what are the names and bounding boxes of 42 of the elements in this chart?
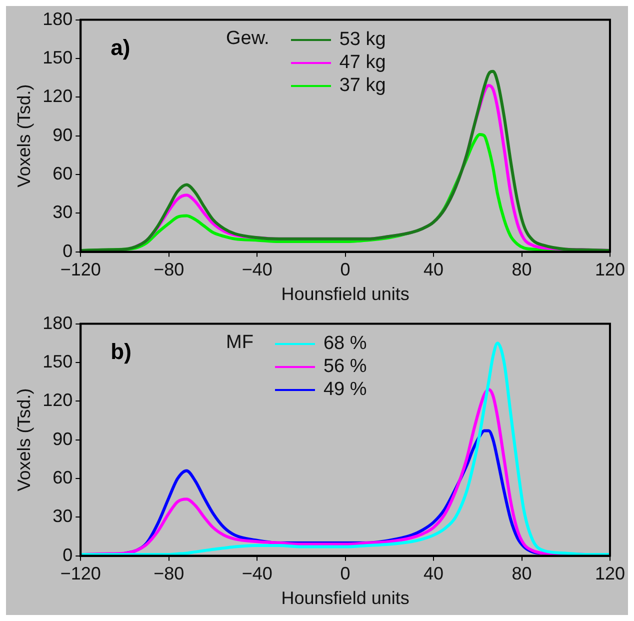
legend-label: 47 kg <box>339 52 386 74</box>
x-tick-label: 0 <box>340 260 350 280</box>
x-tick-label: 0 <box>340 564 350 584</box>
y-tick-label: 180 <box>42 312 73 333</box>
y-tick-label: 90 <box>52 124 73 145</box>
x-tick-label: −40 <box>242 564 272 584</box>
y-tick-label: 30 <box>52 202 73 222</box>
y-tick-label: 180 <box>42 8 73 29</box>
x-tick-label: 40 <box>424 260 444 280</box>
y-tick-label: 0 <box>62 240 73 261</box>
legend-label: 56 % <box>323 356 367 378</box>
annotation: a) <box>110 34 130 60</box>
y-tick-label: 150 <box>42 47 73 68</box>
y-tick-label: 150 <box>42 351 73 372</box>
x-axis-title: Hounsfield units <box>281 284 410 304</box>
x-tick-label: 80 <box>512 564 532 584</box>
y-tick-label: 0 <box>62 544 73 565</box>
x-tick-label: 40 <box>424 564 444 584</box>
y-tick-label: 120 <box>42 86 73 106</box>
legend-label: 68 % <box>323 332 367 354</box>
legend-label: 53 kg <box>339 28 386 50</box>
legend-title: MF <box>226 332 254 355</box>
legend-title: Gew. <box>226 28 270 51</box>
x-tick-label: −120 <box>60 564 101 584</box>
legend-label: 37 kg <box>339 74 386 96</box>
y-axis-title: Voxels (Tsd.) <box>14 388 34 492</box>
y-tick-label: 30 <box>52 506 73 526</box>
x-tick-label: 120 <box>594 260 626 280</box>
y-tick-label: 60 <box>52 467 73 488</box>
y-tick-label: 90 <box>52 428 73 449</box>
x-tick-label: −40 <box>242 260 272 280</box>
y-axis-title: Voxels (Tsd.) <box>14 84 34 188</box>
x-tick-label: −80 <box>154 564 184 584</box>
x-tick-label: −80 <box>154 260 184 280</box>
x-axis-title: Hounsfield units <box>281 588 410 608</box>
x-tick-label: 80 <box>512 260 532 280</box>
x-tick-label: −120 <box>60 260 101 280</box>
annotation: b) <box>110 338 132 364</box>
y-tick-label: 120 <box>42 390 73 410</box>
legend-label: 49 % <box>323 378 367 400</box>
y-tick-label: 60 <box>52 163 73 184</box>
x-tick-label: 120 <box>594 564 626 584</box>
